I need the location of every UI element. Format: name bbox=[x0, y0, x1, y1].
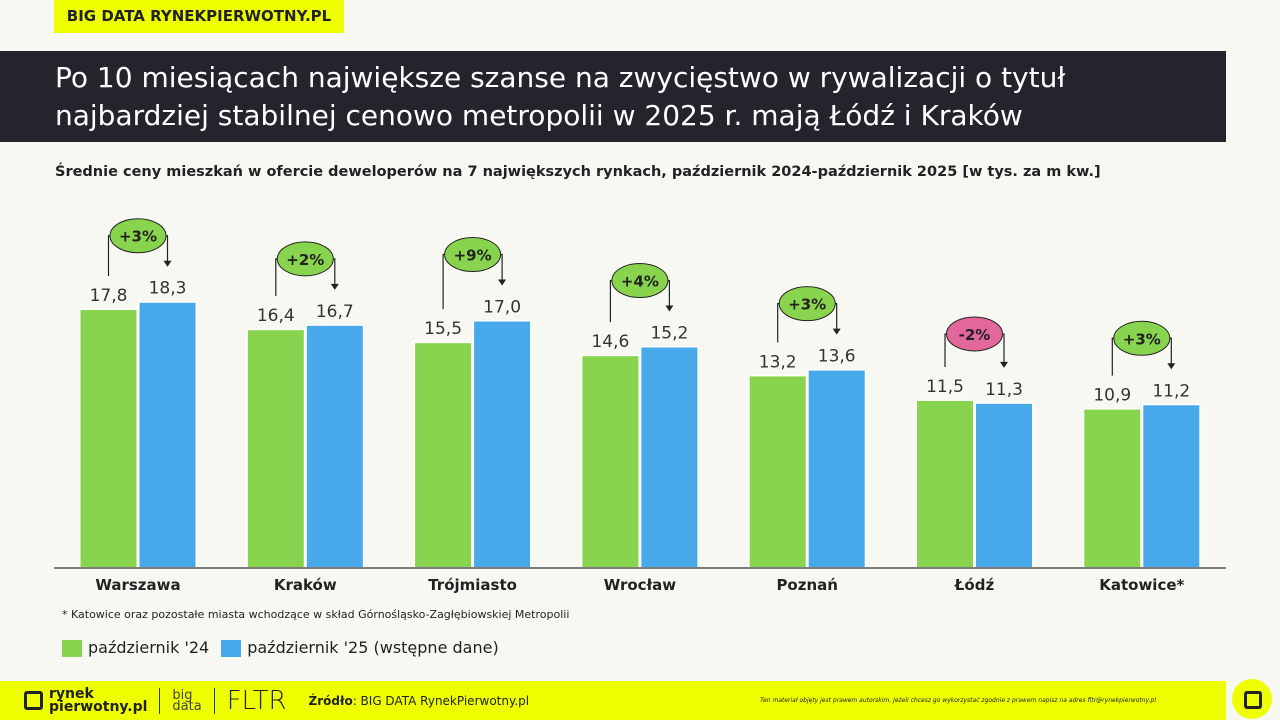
arrow-head bbox=[498, 279, 507, 286]
brand-tag: BIG DATA RYNEKPIERWOTNY.PL bbox=[54, 0, 344, 33]
bar bbox=[641, 347, 698, 567]
arrow-head bbox=[665, 305, 674, 312]
change-label: +4% bbox=[621, 273, 659, 291]
bar bbox=[247, 330, 304, 567]
bigdata-logo: big data bbox=[172, 687, 202, 714]
arrow-head bbox=[330, 283, 339, 290]
legend-label: październik '24 bbox=[88, 638, 210, 657]
value-label: 15,2 bbox=[650, 324, 688, 344]
bar bbox=[808, 370, 865, 567]
bracket-line bbox=[442, 253, 447, 310]
change-badge bbox=[276, 241, 334, 277]
legend-swatch bbox=[62, 640, 82, 657]
change-badge bbox=[946, 316, 1003, 352]
source: Źródło: BIG DATA RynekPierwotny.pl bbox=[308, 693, 530, 708]
bar bbox=[139, 302, 196, 567]
copyright-note: Ten materiał objęty jest prawem autorski… bbox=[760, 697, 1156, 704]
change-label: +9% bbox=[454, 247, 492, 265]
change-badge bbox=[1113, 320, 1171, 356]
category-label: Trójmiasto bbox=[428, 576, 517, 594]
bar bbox=[976, 403, 1032, 567]
logo-text: rynek bbox=[49, 685, 94, 702]
legend-item: październik '24 bbox=[62, 638, 209, 657]
category-label: Warszawa bbox=[95, 576, 180, 594]
page-title: Po 10 miesiącach największe szanse na zw… bbox=[0, 51, 1226, 142]
arrow-head bbox=[1167, 363, 1176, 370]
title-line: najbardziej stabilnej cenowo metropolii … bbox=[55, 99, 1023, 132]
bar bbox=[582, 356, 639, 567]
value-label: 14,6 bbox=[591, 332, 629, 352]
value-label: 17,0 bbox=[483, 298, 521, 318]
value-label: 11,3 bbox=[985, 380, 1023, 400]
legend-label: październik '25 (wstępne dane) bbox=[247, 638, 499, 657]
arrow-head bbox=[163, 260, 172, 267]
value-label: 17,8 bbox=[90, 286, 128, 306]
legend: październik '24 październik '25 (wstępne… bbox=[62, 638, 499, 657]
fltr-logo: FLTR bbox=[226, 685, 287, 716]
change-label: +3% bbox=[788, 296, 826, 314]
value-label: 13,2 bbox=[759, 352, 797, 372]
value-label: 15,5 bbox=[424, 319, 462, 339]
legend-item: październik '25 (wstępne dane) bbox=[221, 638, 499, 657]
value-label: 11,5 bbox=[926, 377, 964, 397]
change-label: +2% bbox=[286, 251, 324, 269]
bar bbox=[1084, 409, 1141, 567]
change-badge bbox=[444, 237, 502, 273]
value-label: 10,9 bbox=[1093, 386, 1131, 406]
change-label: +3% bbox=[1123, 330, 1161, 348]
footer: rynek pierwotny.pl big data FLTR Źródło: B… bbox=[0, 681, 1226, 720]
bar bbox=[415, 343, 472, 567]
logo-text: pierwotny.pl bbox=[49, 698, 148, 715]
arrow-head bbox=[832, 328, 841, 335]
change-badge bbox=[109, 218, 167, 254]
logo-badge bbox=[1232, 679, 1272, 719]
bar bbox=[917, 400, 973, 567]
change-badge bbox=[611, 263, 669, 299]
category-label: Łódź bbox=[954, 576, 995, 594]
rynekpierwotny-logo: rynek pierwotny.pl bbox=[24, 685, 148, 715]
bar bbox=[474, 321, 531, 567]
value-label: 13,6 bbox=[818, 347, 856, 367]
change-label: +3% bbox=[119, 228, 157, 246]
bar bbox=[80, 309, 137, 567]
category-label: Kraków bbox=[274, 576, 337, 594]
title-line: Po 10 miesiącach największe szanse na zw… bbox=[55, 61, 1066, 94]
legend-swatch bbox=[221, 640, 242, 657]
bar bbox=[749, 376, 806, 567]
change-badge bbox=[778, 286, 836, 322]
bar bbox=[1143, 405, 1200, 567]
value-label: 16,7 bbox=[316, 302, 354, 322]
arrow-head bbox=[1000, 361, 1008, 368]
value-label: 18,3 bbox=[149, 279, 187, 299]
change-label: -2% bbox=[959, 326, 991, 344]
category-label: Wrocław bbox=[604, 576, 677, 594]
value-label: 11,2 bbox=[1152, 381, 1190, 401]
category-label: Katowice* bbox=[1099, 576, 1184, 594]
chart-subtitle: Średnie ceny mieszkań w ofercie dewelope… bbox=[55, 164, 1101, 180]
logo-icon bbox=[24, 691, 43, 710]
bar bbox=[306, 325, 363, 567]
footnote: * Katowice oraz pozostałe miasta wchodzą… bbox=[62, 608, 570, 621]
category-label: Poznań bbox=[776, 576, 838, 594]
value-label: 16,4 bbox=[257, 306, 295, 326]
